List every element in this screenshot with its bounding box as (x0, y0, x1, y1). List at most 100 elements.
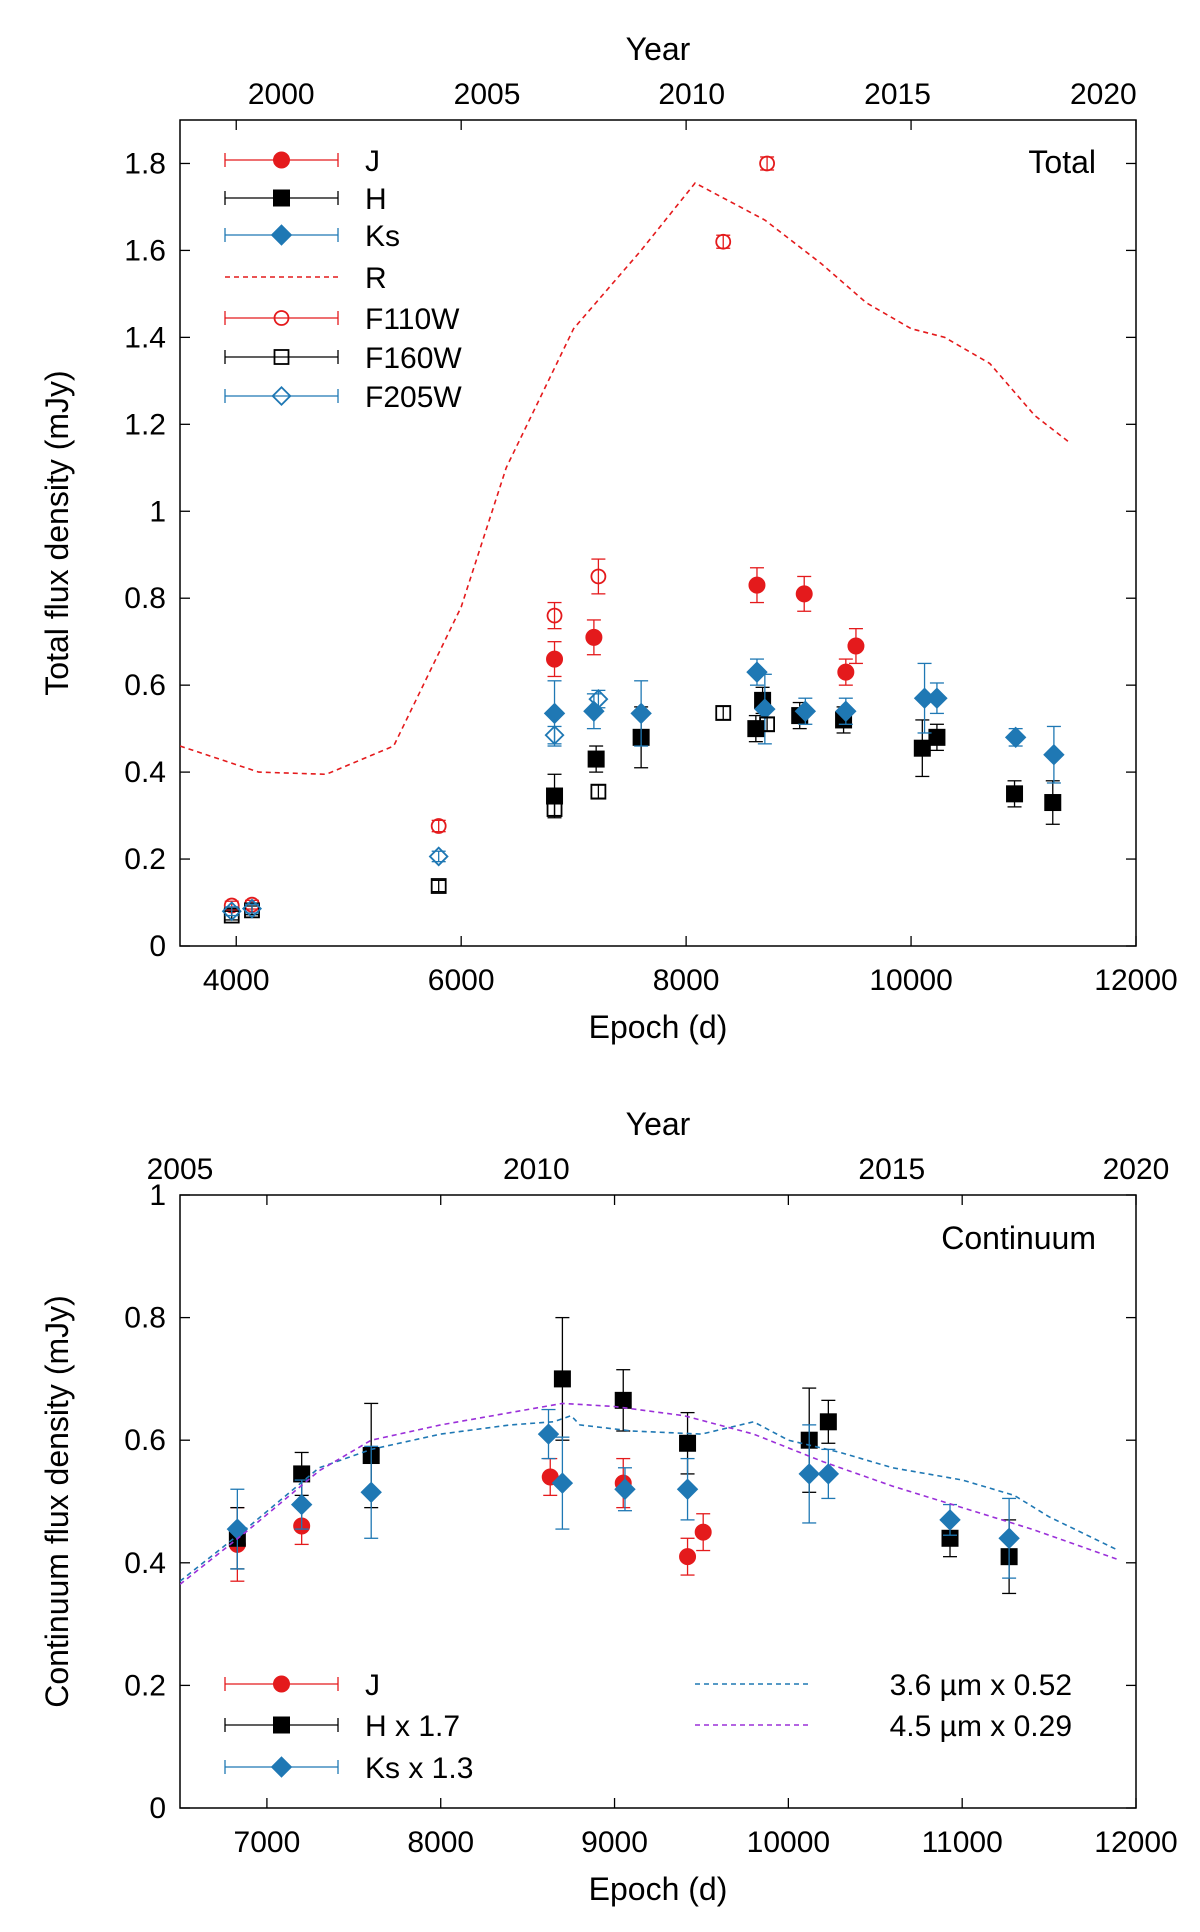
y-tick-label: 1.8 (124, 147, 166, 180)
data-point-f110w (715, 233, 732, 250)
legend-marker (273, 189, 290, 207)
data-point-h-x-1-7 (614, 1391, 632, 1409)
data-point-ks (835, 700, 857, 722)
continuum-flux-panel: 7000 8000 9000 10000 11000 12000 0 0.2 0.4 0.6 0.8… (39, 1106, 1178, 1907)
legend-marker (271, 385, 292, 407)
legend-entry-ks: Ks (224, 220, 400, 253)
data-point-ks-x-1-3 (537, 1423, 560, 1445)
data-point-ks (630, 702, 652, 725)
data-point-j (694, 1523, 712, 1541)
data-point-f205w (241, 898, 263, 919)
data-point-h (928, 728, 946, 746)
data-point-h-x-1-7 (819, 1413, 837, 1431)
data-point-ks-x-1-3 (798, 1463, 820, 1485)
series-line-3-6-m-x-0-52 (180, 1414, 1119, 1582)
y-tick-label: 0.8 (124, 1302, 166, 1335)
x-tick-label: 8000 (653, 964, 720, 997)
y-tick-label: 0.6 (124, 1424, 166, 1457)
data-point-j (679, 1548, 697, 1566)
y-tick-label: 0 (149, 930, 166, 963)
legend-entry-f110w: F110W (224, 303, 460, 336)
data-point-f205w (588, 689, 609, 710)
y-tick-label: 0.2 (124, 843, 166, 876)
series-f205w (221, 689, 609, 922)
data-point-ks-x-1-3 (817, 1463, 840, 1485)
legend-label: Ks x 1.3 (365, 1752, 473, 1785)
legend-label: 4.5 µm x 0.29 (890, 1710, 1072, 1743)
legend-marker (270, 224, 293, 246)
data-point-h (913, 739, 931, 757)
data-point-h (1044, 794, 1062, 812)
data-point-ks-x-1-3 (290, 1493, 313, 1516)
year-tick-label: 2010 (503, 1153, 570, 1186)
data-point-h-x-1-7 (679, 1434, 697, 1452)
data-point-ks (794, 700, 817, 722)
data-point-ks (1004, 726, 1027, 749)
series-h-x-1-7 (228, 1316, 1018, 1595)
total-flux-panel: 4000 6000 8000 10000 12000 0 0.2 0.4 0.6 0.8 1 1.2 1… (39, 31, 1178, 1045)
data-point-f110w (430, 818, 447, 834)
series-j (546, 567, 865, 686)
year-tick-label: 2005 (454, 78, 521, 111)
legend-label: Ks (365, 220, 400, 253)
data-point-j (585, 628, 603, 646)
data-point-f205w (428, 846, 449, 867)
data-point-h (1006, 785, 1024, 803)
legend-entry-j: J (224, 1669, 380, 1702)
series-3-6-m-x-0-52 (180, 1414, 1119, 1582)
legend-entry-f160w: F160W (224, 342, 462, 375)
data-point-ks (1043, 744, 1065, 766)
data-point-ks-x-1-3 (614, 1478, 636, 1500)
legend-entry-r: R (225, 262, 387, 295)
data-point-h (587, 750, 605, 768)
y-tick-label: 1.2 (124, 408, 166, 441)
y-tick-label: 0.6 (124, 669, 166, 702)
data-point-f160w (590, 783, 607, 800)
data-point-j (847, 637, 865, 655)
series-line-r (180, 181, 1069, 776)
year-tick-label: 2015 (858, 1153, 925, 1186)
data-point-f205w (544, 725, 565, 746)
data-point-ks-x-1-3 (676, 1478, 699, 1500)
y-tick-label: 0.8 (124, 582, 166, 615)
data-point-ks (746, 661, 768, 683)
data-point-f110w (759, 155, 775, 172)
legend-label: H x 1.7 (365, 1710, 460, 1743)
year-axis-title: Year (626, 1106, 691, 1142)
year-tick-label: 2010 (658, 78, 725, 111)
series-line-4-5-m-x-0-29 (180, 1402, 1119, 1585)
data-point-h-x-1-7 (553, 1370, 571, 1388)
y-tick-label: 0 (149, 1792, 166, 1825)
data-point-f160w (715, 705, 732, 721)
x-axis-title: Epoch (d) (589, 1871, 728, 1907)
data-point-f160w (430, 878, 447, 894)
x-tick-label: 6000 (428, 964, 495, 997)
data-point-ks-x-1-3 (939, 1509, 961, 1531)
year-tick-label: 2000 (248, 78, 315, 111)
x-axis-title: Epoch (d) (589, 1009, 728, 1045)
year-tick-label: 2020 (1070, 78, 1137, 111)
series-f110w (223, 155, 775, 914)
x-tick-label: 10000 (869, 964, 952, 997)
data-point-ks (926, 687, 948, 709)
plot-area (180, 155, 1069, 924)
year-axis-title: Year (626, 31, 691, 67)
plot-frame (179, 1194, 1137, 1809)
legend-label: F160W (365, 342, 462, 375)
year-tick-label: 2015 (864, 78, 931, 111)
data-point-j (748, 576, 766, 594)
panel-annotation: Total (1028, 144, 1096, 180)
data-point-ks (543, 702, 566, 725)
data-point-ks-x-1-3 (998, 1527, 1020, 1549)
legend-marker (273, 151, 290, 169)
legend-entry-j: J (224, 145, 380, 178)
y-axis-title: Total flux density (mJy) (39, 370, 75, 695)
year-tick-label: 2020 (1103, 1153, 1170, 1186)
data-point-ks-x-1-3 (551, 1472, 574, 1494)
legend-entry-h: H (224, 183, 387, 216)
x-tick-label: 12000 (1094, 1826, 1177, 1859)
y-tick-label: 0.2 (124, 1669, 166, 1702)
legend-marker (273, 1716, 290, 1734)
data-point-j (546, 650, 564, 668)
